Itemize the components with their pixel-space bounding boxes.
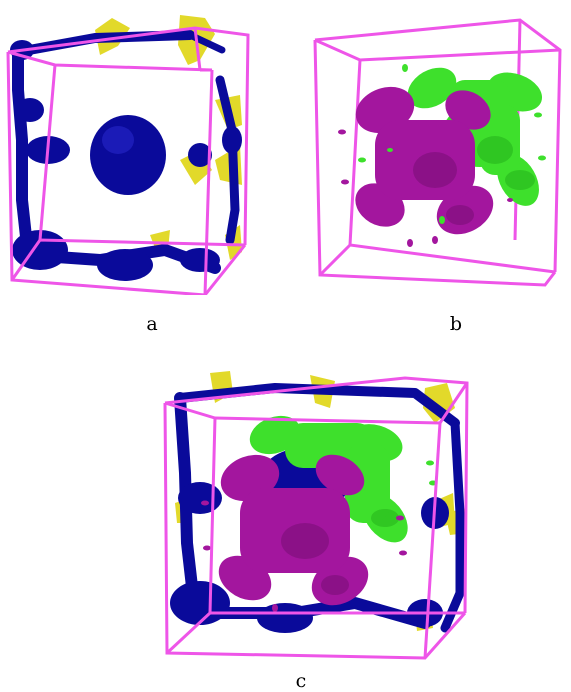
magenta-shading [281, 523, 349, 595]
panel-b [310, 10, 570, 295]
panel-b-figure [313, 18, 562, 287]
green-shading [477, 136, 535, 190]
unit-cell-frame [163, 376, 469, 660]
small-droplets [338, 64, 546, 247]
magenta-cross-surface [355, 86, 494, 235]
green-cross-surface [249, 415, 408, 543]
magenta-cross-surface [218, 454, 369, 606]
central-blue-sphere [90, 115, 166, 195]
small-droplets [201, 460, 437, 612]
caption-c: c [295, 670, 307, 692]
sphere-highlight [102, 126, 134, 154]
panel-c [155, 363, 480, 663]
unit-cell-frame [6, 26, 250, 295]
panel-a [0, 10, 260, 295]
caption-a: a [146, 313, 158, 335]
magenta-shading [413, 152, 474, 225]
caption-b: b [449, 313, 463, 335]
panel-c-figure [163, 371, 469, 660]
panel-a-figure [6, 15, 250, 295]
green-shading [371, 509, 399, 527]
